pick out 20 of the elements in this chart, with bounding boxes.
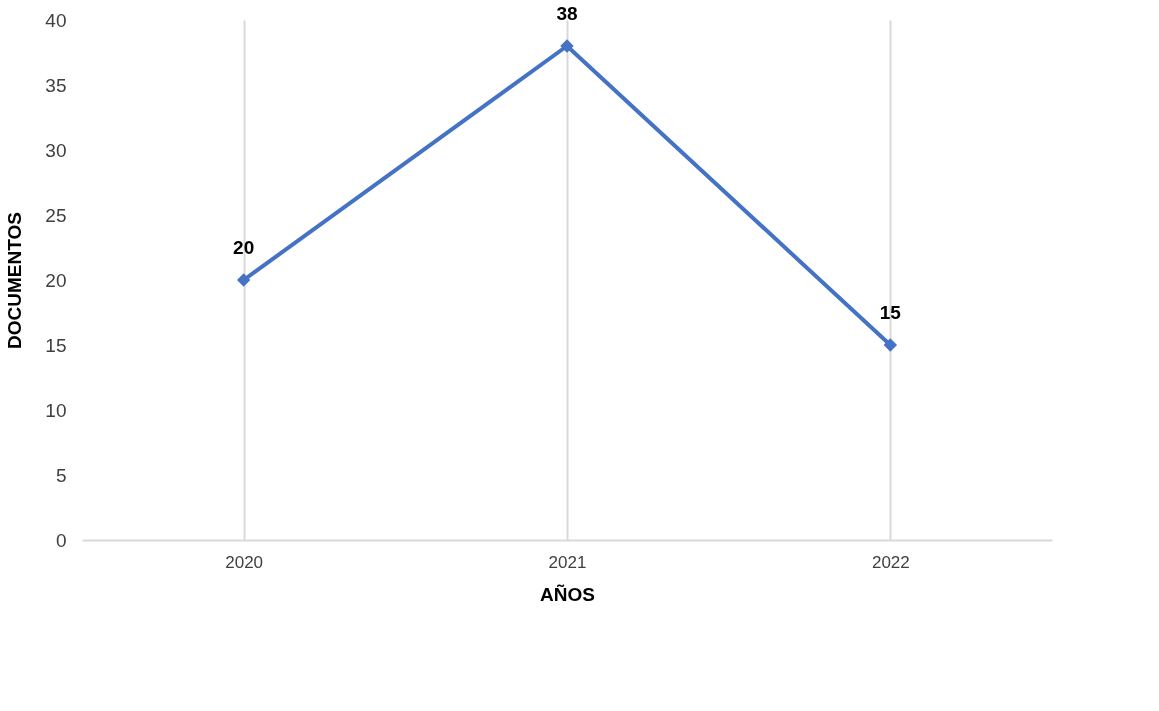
x-tick-label: 2020 [225, 552, 264, 572]
data-label: 20 [233, 237, 255, 258]
y-axis-title: DOCUMENTOS [4, 212, 26, 349]
y-tick-label: 35 [45, 74, 67, 96]
y-tick-label: 20 [45, 269, 67, 291]
point [236, 273, 251, 287]
point [883, 338, 898, 352]
x-tick-label: 2021 [548, 552, 587, 572]
x-axis-title: AÑOS [540, 583, 595, 605]
y-tick-label: 5 [55, 464, 67, 486]
y-tick-label: 25 [45, 204, 67, 226]
x-tick-label: 2022 [871, 552, 910, 572]
y-tick-label: 40 [45, 9, 67, 31]
y-tick-label: 10 [45, 399, 67, 421]
y-tick-label: 0 [55, 529, 67, 551]
y-tick-label: 15 [45, 334, 67, 356]
data-label: 38 [556, 3, 578, 24]
y-tick-label: 30 [45, 139, 67, 161]
point [560, 39, 574, 53]
data-label: 15 [879, 302, 902, 323]
